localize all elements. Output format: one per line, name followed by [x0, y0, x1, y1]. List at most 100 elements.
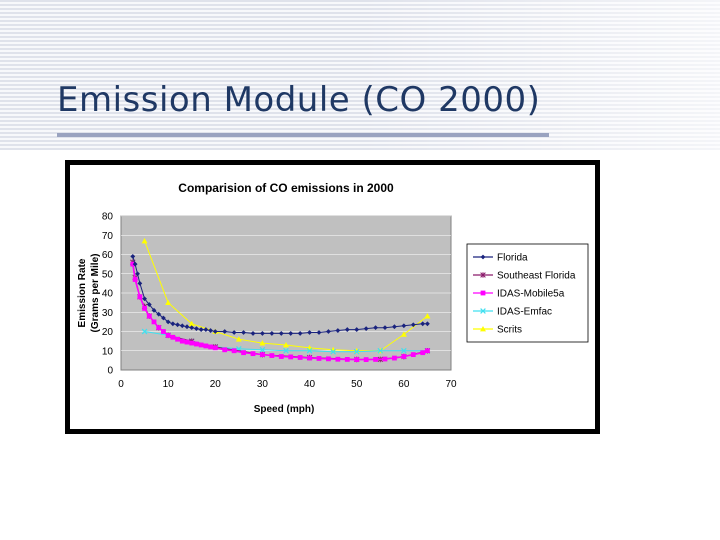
series-2-point-40 — [420, 350, 426, 356]
series-2-point-26 — [288, 354, 294, 360]
x-axis-label: Speed (mph) — [254, 404, 315, 415]
series-0-point-26 — [278, 331, 284, 336]
series-2-point-36 — [382, 356, 388, 362]
series-0-point-32 — [335, 328, 341, 333]
series-0-point-21 — [231, 330, 237, 335]
series-4-point-11 — [400, 331, 407, 337]
series-0-point-0 — [130, 254, 136, 259]
series-2-point-23 — [260, 352, 265, 357]
series-2-point-33 — [354, 357, 360, 363]
chart-area: Comparision of CO emissions in 2000 0 10 20… — [70, 165, 595, 429]
series-0-point-42 — [425, 321, 430, 327]
x-tick-label-1: 10 — [163, 379, 175, 390]
series-0-point-15 — [194, 326, 199, 332]
chart-frame: Comparision of CO emissions in 2000 0 10 20… — [65, 160, 600, 434]
series-3-point-8 — [330, 348, 336, 355]
series-2-point-20 — [231, 348, 237, 354]
series-0-point-10 — [170, 321, 176, 327]
series-2-point-32 — [344, 357, 350, 362]
series-2-point-12 — [184, 339, 190, 345]
legend-label-1: Southeast Florida — [497, 271, 576, 282]
series-2-point-24 — [269, 353, 275, 358]
series-2-point-22 — [250, 351, 256, 357]
series-0-point-25 — [269, 331, 275, 336]
series-2-point-5 — [151, 319, 157, 325]
series-0-point-8 — [161, 315, 166, 321]
x-tick-label-2: 20 — [210, 379, 222, 390]
series-0-point-39 — [401, 323, 407, 329]
y-tick-label-8: 80 — [102, 212, 114, 223]
x-tick-label-4: 40 — [304, 379, 316, 390]
series-4-point-1 — [165, 299, 172, 306]
series-2-point-29 — [316, 356, 322, 361]
series-2-point-15 — [198, 342, 204, 348]
series-2-point-2 — [137, 294, 143, 300]
series-0-point-11 — [175, 322, 180, 328]
series-3-point-11 — [401, 347, 407, 354]
series-2-point-30 — [326, 356, 331, 362]
series-2-point-28 — [307, 355, 312, 361]
series-4-point-2 — [188, 320, 195, 327]
series-2-point-38 — [401, 354, 407, 359]
series-2-point-41 — [425, 348, 430, 354]
series-2-point-16 — [203, 343, 209, 349]
legend-marker-3 — [480, 308, 486, 314]
series-2-point-8 — [165, 332, 171, 338]
series-0-point-5 — [146, 302, 152, 307]
series-2-point-14 — [194, 341, 199, 347]
legend-marker-0 — [480, 254, 486, 260]
series-0-point-29 — [307, 330, 312, 335]
y-tick-label-5: 50 — [102, 269, 114, 280]
series-0-point-7 — [156, 311, 162, 317]
series-0-point-4 — [142, 296, 147, 302]
y-tick-label-6: 60 — [102, 250, 114, 261]
legend-marker-2 — [480, 290, 486, 296]
series-2-point-25 — [278, 354, 284, 359]
series-2-point-9 — [170, 334, 176, 340]
series-3-point-0 — [141, 328, 148, 335]
series-2-point-34 — [363, 357, 369, 363]
series-0-point-34 — [354, 327, 360, 332]
series-0-point-12 — [179, 323, 185, 329]
series-0-point-18 — [208, 328, 213, 333]
series-0-point-24 — [260, 331, 265, 336]
series-0-point-22 — [241, 330, 246, 335]
x-tick-label-5: 50 — [351, 379, 363, 390]
series-0-point-28 — [297, 331, 303, 336]
series-2-point-11 — [179, 338, 185, 344]
legend-label-4: Scrits — [497, 325, 522, 336]
series-2-point-35 — [373, 357, 378, 362]
y-tick-label-7: 70 — [102, 231, 114, 242]
series-0-point-40 — [410, 322, 416, 328]
series-3-point-5 — [259, 346, 266, 353]
series-0-point-35 — [363, 326, 369, 332]
series-2-point-6 — [156, 325, 162, 331]
series-3-point-7 — [306, 347, 313, 354]
series-0-point-27 — [288, 331, 294, 336]
y-axis-label-line1: Emission Rate — [77, 258, 88, 327]
series-0-point-33 — [344, 327, 350, 332]
series-2-point-27 — [297, 355, 303, 360]
x-tick-label-0: 0 — [118, 379, 124, 390]
y-tick-label-0: 0 — [107, 366, 113, 377]
series-0-point-23 — [250, 331, 256, 336]
slide-title: Emission Module (CO 2000) — [57, 80, 541, 120]
series-4-point-12 — [424, 313, 431, 319]
y-tick-label-1: 10 — [102, 346, 114, 357]
legend-marker-1 — [480, 272, 486, 278]
series-2-point-21 — [241, 350, 246, 356]
x-tick-label-6: 60 — [398, 379, 410, 390]
legend-label-2: IDAS-Mobile5a — [497, 289, 565, 300]
series-3-point-9 — [353, 348, 360, 355]
x-tick-label-3: 30 — [257, 379, 269, 390]
series-0-point-14 — [189, 325, 195, 331]
series-2-point-4 — [146, 313, 152, 319]
series-2-point-13 — [189, 340, 195, 346]
series-0-point-16 — [198, 327, 204, 332]
legend-label-0: Florida — [497, 253, 528, 264]
series-2-point-37 — [392, 355, 397, 361]
series-0-point-17 — [203, 327, 209, 332]
series-2-point-3 — [142, 306, 147, 311]
legend-marker-4 — [480, 326, 486, 332]
series-0-point-36 — [373, 325, 378, 331]
